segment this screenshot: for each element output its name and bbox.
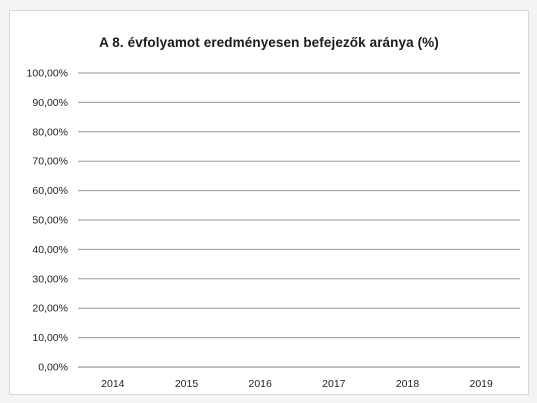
- y-tick-label: 10,00%: [32, 332, 68, 344]
- y-tick-label: 60,00%: [32, 185, 68, 197]
- y-axis-tick-labels: 0,00% 10,00% 20,00% 30,00% 40,00% 50,00% 60,00…: [27, 68, 68, 374]
- x-tick-label: 2019: [469, 378, 493, 390]
- y-tick-label: 20,00%: [32, 303, 68, 315]
- y-tick-label: 70,00%: [32, 156, 68, 168]
- x-tick-label: 2017: [322, 378, 346, 390]
- x-tick-label: 2016: [248, 378, 272, 390]
- y-tick-label: 100,00%: [27, 68, 68, 80]
- chart-title: A 8. évfolyamot eredményesen befejezők a…: [99, 35, 439, 50]
- x-tick-label: 2014: [101, 378, 125, 390]
- x-tick-label: 2018: [396, 378, 420, 390]
- y-tick-label: 30,00%: [32, 273, 68, 285]
- x-axis-tick-labels: 2014 2015 2016 2017 2018 2019: [101, 378, 493, 390]
- y-tick-label: 40,00%: [32, 244, 68, 256]
- y-tick-label: 80,00%: [32, 126, 68, 138]
- chart-frame: A 8. évfolyamot eredményesen befejezők a…: [9, 10, 529, 395]
- x-tick-label: 2015: [175, 378, 199, 390]
- gridlines: [78, 72, 520, 339]
- y-tick-label: 0,00%: [38, 362, 68, 374]
- y-tick-label: 90,00%: [32, 97, 68, 109]
- y-tick-label: 50,00%: [32, 215, 68, 227]
